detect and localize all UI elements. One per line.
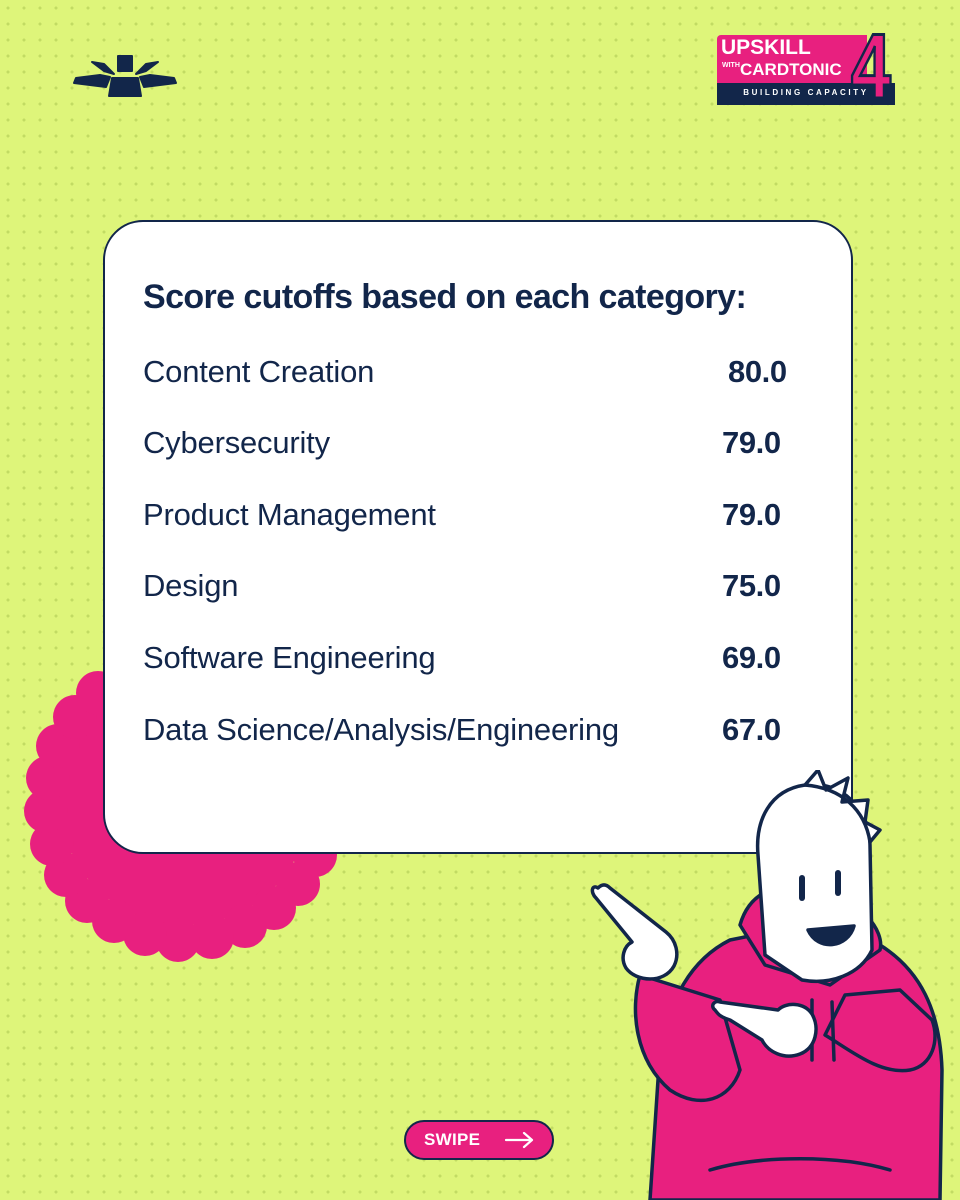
score-row: Data Science/Analysis/Engineering 67.0 bbox=[143, 712, 793, 752]
category-label: Product Management bbox=[143, 497, 436, 532]
score-row: Content Creation 80.0 bbox=[143, 354, 793, 394]
category-label: Software Engineering bbox=[143, 640, 436, 675]
category-label: Content Creation bbox=[143, 354, 375, 389]
category-score: 79.0 bbox=[722, 425, 781, 460]
swipe-label: SWIPE bbox=[424, 1130, 481, 1149]
score-row: Product Management 79.0 bbox=[143, 497, 793, 537]
mascot-illustration bbox=[590, 770, 944, 1200]
arrow-right-icon bbox=[504, 1131, 534, 1149]
score-row: Cybersecurity 79.0 bbox=[143, 425, 793, 465]
badge-cardtonic-text: CARDTONIC bbox=[740, 60, 842, 79]
badge-number: 4 bbox=[850, 16, 892, 118]
badge-tagline: BUILDING CAPACITY bbox=[743, 88, 869, 97]
swipe-button[interactable]: SWIPE bbox=[404, 1120, 554, 1160]
badge-upskill-text: UPSKILL bbox=[721, 36, 811, 59]
category-label: Data Science/Analysis/Engineering bbox=[143, 712, 619, 747]
badge-navy-bar bbox=[717, 83, 895, 105]
category-score: 79.0 bbox=[722, 497, 781, 532]
category-label: Cybersecurity bbox=[143, 425, 330, 460]
category-score: 75.0 bbox=[722, 568, 781, 603]
badge-with-text: WITH bbox=[722, 62, 740, 69]
upskill-badge: UPSKILL WITH CARDTONIC BUILDING CAPACITY… bbox=[717, 20, 914, 115]
badge-pink-block bbox=[717, 35, 867, 83]
category-score: 67.0 bbox=[722, 712, 781, 747]
sun-rays-icon bbox=[73, 55, 177, 97]
score-row: Design 75.0 bbox=[143, 568, 793, 608]
score-card: Score cutoffs based on each category: Co… bbox=[103, 220, 853, 854]
category-score: 80.0 bbox=[728, 354, 787, 389]
card-title: Score cutoffs based on each category: bbox=[143, 278, 747, 316]
score-row: Software Engineering 69.0 bbox=[143, 640, 793, 680]
category-label: Design bbox=[143, 568, 239, 603]
category-score: 69.0 bbox=[722, 640, 781, 675]
